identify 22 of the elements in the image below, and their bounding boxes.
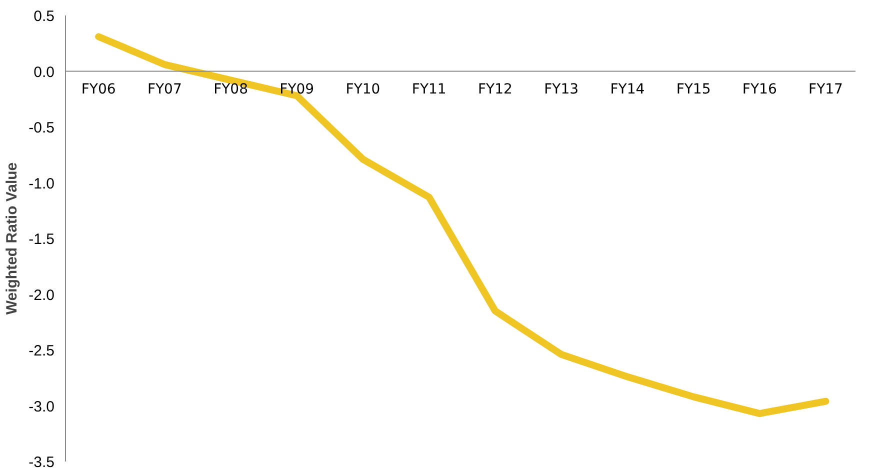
x-tick-label: FY07 bbox=[147, 81, 182, 98]
y-tick-label: 0.5 bbox=[34, 8, 55, 25]
y-tick-label: -0.5 bbox=[28, 120, 55, 136]
x-tick-label: FY15 bbox=[676, 81, 711, 98]
x-tick-label: FY06 bbox=[81, 81, 116, 98]
y-tick-label: -2.0 bbox=[28, 286, 55, 304]
y-tick-label: -1.5 bbox=[28, 231, 55, 248]
y-tick-label: -2.5 bbox=[28, 342, 55, 360]
x-tick-label: FY17 bbox=[808, 81, 843, 98]
x-tick-label: FY14 bbox=[610, 81, 645, 98]
x-tick-label: FY08 bbox=[214, 81, 248, 98]
y-axis-title: Weighted Ratio Value bbox=[4, 162, 21, 315]
x-tick-label: FY11 bbox=[412, 81, 446, 98]
y-tick-label: -3.0 bbox=[28, 398, 55, 416]
x-tick-label: FY13 bbox=[544, 81, 579, 98]
y-tick-label: -1.0 bbox=[28, 175, 55, 192]
x-tick-label: FY09 bbox=[280, 81, 314, 98]
x-tick-label: FY16 bbox=[742, 81, 777, 98]
y-tick-label: -3.5 bbox=[28, 454, 55, 471]
x-tick-label: FY12 bbox=[478, 81, 512, 98]
y-tick-label: 0.0 bbox=[34, 64, 55, 81]
x-tick-label: FY10 bbox=[346, 81, 380, 98]
